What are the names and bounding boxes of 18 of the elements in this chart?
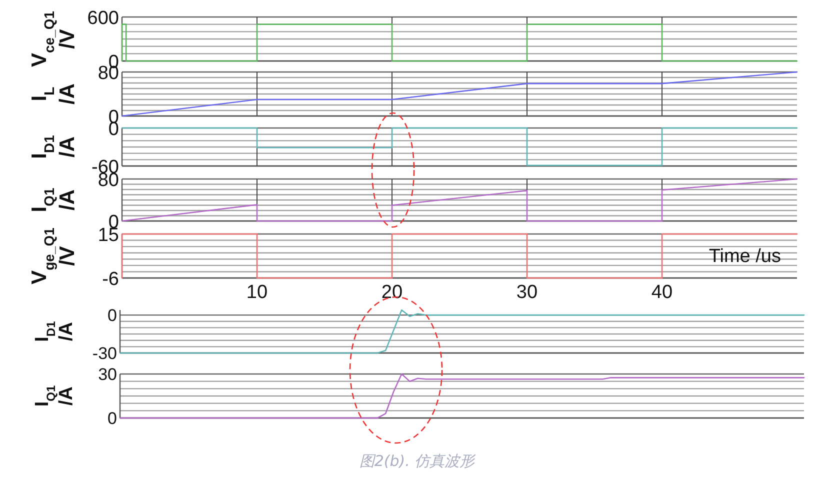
y-tick-label: 0 [108, 306, 117, 326]
x-tick-label: 30 [516, 282, 538, 303]
x-tick-label: 10 [246, 282, 268, 303]
x-tick-label: 40 [651, 282, 673, 303]
y-axis-title: V$_{ge_Q1}$ /V [28, 227, 79, 284]
y-tick-label: 30 [98, 365, 117, 384]
y-tick-label: 600 [87, 8, 119, 29]
caption: 图2(b). 仿真波形 [359, 452, 477, 470]
line-series [121, 71, 798, 117]
y-tick-label: -6 [102, 268, 119, 290]
y-tick-label: -30 [92, 344, 117, 364]
y-axis-title: V$_{ce_Q1}$ /V [28, 10, 79, 68]
x-axis-title: Time /us [708, 246, 781, 267]
line-series [119, 373, 805, 419]
line-series [119, 309, 805, 354]
y-tick-label: 0 [108, 409, 117, 428]
x-tick-label: 20 [381, 282, 403, 303]
line-series [121, 178, 798, 222]
